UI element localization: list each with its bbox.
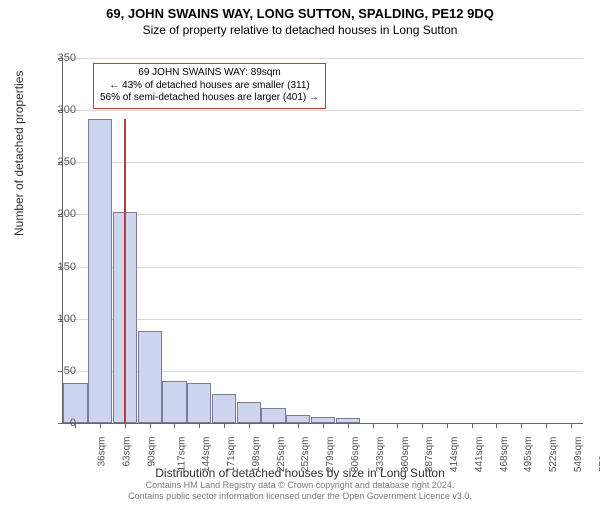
x-tick-label: 468sqm [499, 437, 510, 473]
x-tick-label: 225sqm [276, 437, 287, 473]
x-tick-label: 387sqm [424, 437, 435, 473]
x-tick-mark [249, 423, 250, 428]
footer-line-2: Contains public sector information licen… [0, 491, 600, 502]
x-tick-mark [224, 423, 225, 428]
x-tick-label: 522sqm [548, 437, 559, 473]
x-tick-label: 63sqm [122, 437, 133, 467]
gridline [63, 110, 583, 111]
histogram-bar [162, 381, 186, 423]
x-tick-mark [447, 423, 448, 428]
x-tick-mark [150, 423, 151, 428]
x-tick-mark [571, 423, 572, 428]
y-tick-label: 50 [46, 365, 76, 377]
x-tick-label: 414sqm [449, 437, 460, 473]
chart-plot-area: 69 JOHN SWAINS WAY: 89sqm← 43% of detach… [62, 58, 583, 424]
x-tick-mark [298, 423, 299, 428]
y-tick-label: 350 [46, 52, 76, 64]
x-tick-mark [472, 423, 473, 428]
histogram-bar [138, 331, 162, 423]
x-tick-mark [373, 423, 374, 428]
subject-marker-line [124, 119, 126, 424]
x-tick-label: 198sqm [251, 437, 262, 473]
footer-line-1: Contains HM Land Registry data © Crown c… [0, 480, 600, 491]
annotation-line: ← 43% of detached houses are smaller (31… [100, 80, 319, 93]
y-tick-label: 200 [46, 208, 76, 220]
x-tick-mark [125, 423, 126, 428]
chart-title-main: 69, JOHN SWAINS WAY, LONG SUTTON, SPALDI… [0, 6, 600, 21]
x-tick-mark [174, 423, 175, 428]
y-tick-label: 300 [46, 104, 76, 116]
gridline [63, 162, 583, 163]
x-tick-label: 144sqm [202, 437, 213, 473]
chart-title-sub: Size of property relative to detached ho… [0, 23, 600, 37]
x-tick-label: 252sqm [301, 437, 312, 473]
x-tick-label: 90sqm [146, 437, 157, 467]
gridline [63, 319, 583, 320]
x-tick-mark [546, 423, 547, 428]
x-tick-label: 441sqm [474, 437, 485, 473]
x-tick-mark [422, 423, 423, 428]
y-tick-label: 250 [46, 156, 76, 168]
x-tick-mark [521, 423, 522, 428]
histogram-bar [187, 383, 211, 423]
x-tick-mark [199, 423, 200, 428]
y-tick-label: 100 [46, 313, 76, 325]
x-tick-label: 171sqm [226, 437, 237, 473]
x-tick-mark [273, 423, 274, 428]
x-tick-label: 279sqm [325, 437, 336, 473]
histogram-bar [286, 415, 310, 423]
x-tick-label: 549sqm [573, 437, 584, 473]
annotation-line: 56% of semi-detached houses are larger (… [100, 92, 319, 105]
histogram-bar [237, 402, 261, 423]
x-tick-label: 333sqm [375, 437, 386, 473]
gridline [63, 58, 583, 59]
gridline [63, 267, 583, 268]
x-tick-mark [323, 423, 324, 428]
histogram-bar [88, 119, 112, 424]
chart-footer: Contains HM Land Registry data © Crown c… [0, 480, 600, 502]
x-tick-label: 117sqm [176, 437, 187, 472]
x-tick-label: 36sqm [97, 437, 108, 467]
x-tick-mark [348, 423, 349, 428]
x-tick-label: 306sqm [350, 437, 361, 473]
annotation-line: 69 JOHN SWAINS WAY: 89sqm [100, 67, 319, 80]
x-tick-mark [100, 423, 101, 428]
y-axis-label: Number of detached properties [12, 71, 26, 236]
x-tick-mark [496, 423, 497, 428]
annotation-box: 69 JOHN SWAINS WAY: 89sqm← 43% of detach… [93, 63, 326, 109]
x-tick-mark [397, 423, 398, 428]
histogram-bar [212, 394, 236, 423]
histogram-bar [261, 408, 285, 423]
x-tick-label: 495sqm [523, 437, 534, 473]
x-tick-label: 360sqm [400, 437, 411, 473]
y-tick-label: 0 [46, 417, 76, 429]
gridline [63, 214, 583, 215]
y-tick-label: 150 [46, 261, 76, 273]
